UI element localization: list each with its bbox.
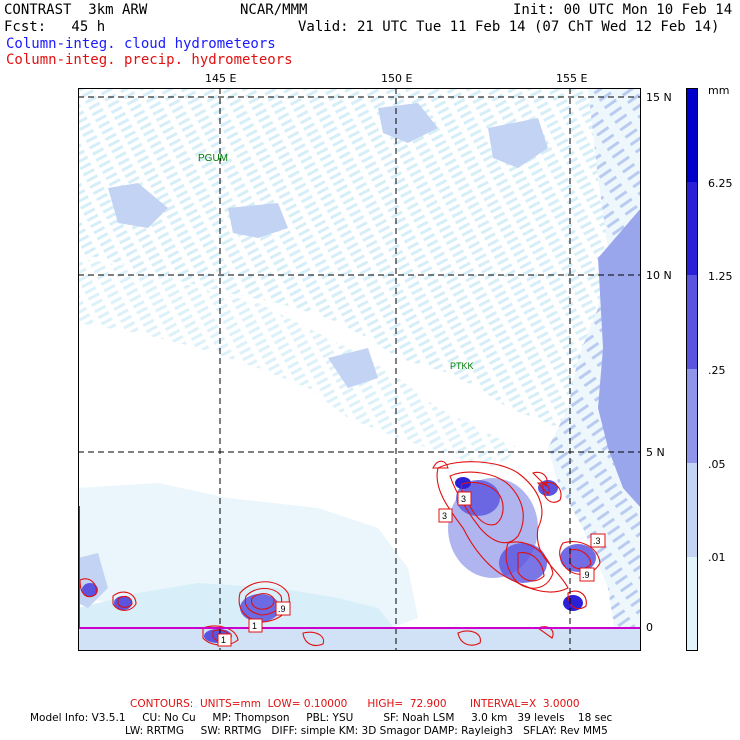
colorbar-units: mm <box>708 84 730 97</box>
station-ptkk[interactable]: PTKK <box>450 361 474 371</box>
field-precip-label: Column-integ. precip. hydrometeors <box>6 52 293 68</box>
colorbar-label-05: .05 <box>708 458 726 471</box>
lon-label-150: 150 E <box>381 72 413 85</box>
contour-label-3: .3 <box>593 536 601 546</box>
station-pgum[interactable]: PGUM <box>198 153 228 164</box>
contour-labels: 3 3 .3 .9 1 .9 1 <box>217 491 606 647</box>
map-frame <box>78 88 641 651</box>
field-cloud-label: Column-integ. cloud hydrometeors <box>6 36 276 52</box>
contour-label-5: 1 <box>252 621 257 631</box>
colorbar-swatch-625 <box>686 182 698 275</box>
lon-label-145: 145 E <box>205 72 237 85</box>
lat-label-5n: 5 N <box>646 446 665 459</box>
forecast-hour: Fcst: 45 h <box>4 19 106 35</box>
cloud-field-light <box>78 88 641 643</box>
colorbar-label-01: .01 <box>708 551 726 564</box>
colorbar-swatch-max <box>686 88 698 182</box>
colorbar-swatch-25 <box>686 369 698 463</box>
lat-label-0: 0 <box>646 621 653 634</box>
station-label-ptkk: PTKK <box>450 361 474 371</box>
colorbar-swatch-01 <box>686 557 698 651</box>
init-time: Init: 00 UTC Mon 10 Feb 14 <box>513 2 733 18</box>
colorbar-label-25: .25 <box>708 364 726 377</box>
contour-label-4: .9 <box>582 570 590 580</box>
center-title: NCAR/MMM <box>240 2 308 18</box>
colorbar-label-625: 6.25 <box>708 177 733 190</box>
lon-label-155: 155 E <box>556 72 588 85</box>
contour-label-7: 1 <box>221 635 226 645</box>
forecast-map[interactable]: PGUM PTKK 3 3 .3 .9 1 .9 1 <box>78 88 641 651</box>
model-info-line2: LW: RRTMG SW: RRTMG DIFF: simple KM: 3D … <box>125 725 608 737</box>
colorbar-label-125: 1.25 <box>708 270 733 283</box>
precip-contours <box>79 460 601 647</box>
contour-label-2: 3 <box>461 494 466 504</box>
colorbar-swatch-05 <box>686 463 698 557</box>
colorbar <box>686 88 698 651</box>
lat-label-15n: 15 N <box>646 91 672 104</box>
colorbar-swatch-125 <box>686 275 698 369</box>
station-label-pgum: PGUM <box>198 153 228 164</box>
graticule <box>78 88 641 651</box>
contour-label-6: .9 <box>278 604 286 614</box>
model-info-line1: Model Info: V3.5.1 CU: No Cu MP: Thompso… <box>30 712 613 724</box>
contour-info: CONTOURS: UNITS=mm LOW= 0.10000 HIGH= 72… <box>130 698 580 710</box>
lat-label-10n: 10 N <box>646 269 672 282</box>
model-title: CONTRAST 3km ARW <box>4 2 148 18</box>
contour-label-1: 3 <box>442 511 447 521</box>
valid-time: Valid: 21 UTC Tue 11 Feb 14 (07 ChT Wed … <box>298 19 720 35</box>
